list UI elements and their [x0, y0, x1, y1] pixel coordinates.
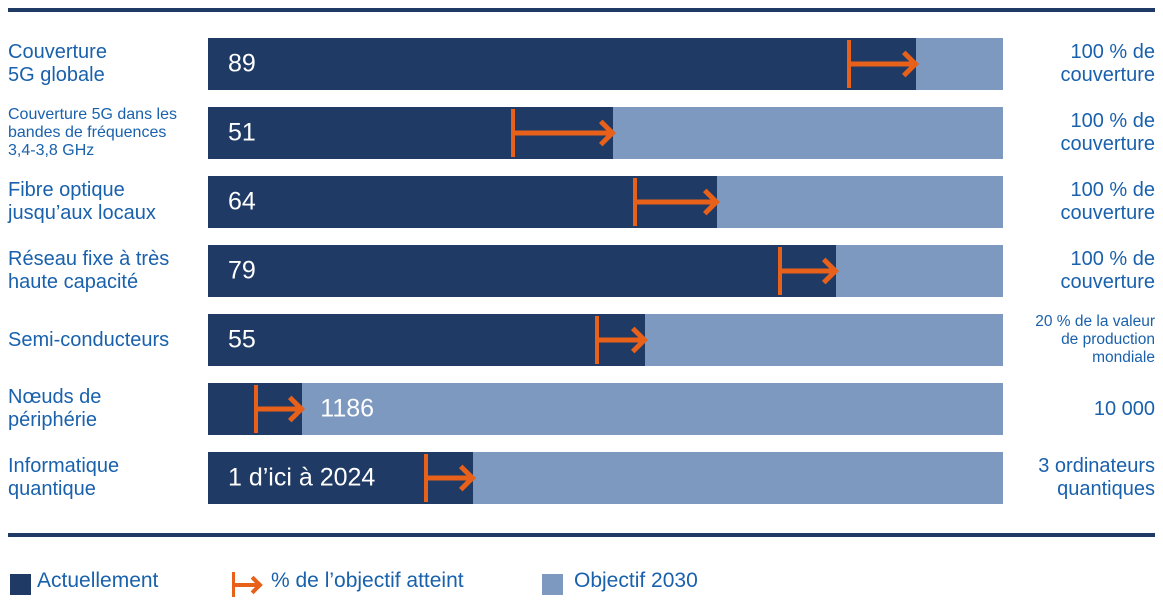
bar-value: 1186 — [320, 394, 375, 423]
objective-bar: 51 — [208, 107, 1003, 159]
bar-value: 89 — [228, 49, 256, 78]
progress-arrow-icon — [633, 176, 720, 228]
progress-arrow-icon — [595, 314, 649, 366]
legend-label-current: Actuellement — [37, 569, 159, 592]
bottom-divider — [8, 533, 1155, 537]
current-bar — [208, 314, 646, 366]
legend-progress-arrow-icon — [232, 571, 263, 598]
current-bar — [208, 38, 916, 90]
target-label: 20 % de la valeur de production mondiale — [1035, 313, 1155, 366]
legend: Actuellement % de l’objectif atteint Obj… — [0, 563, 1163, 599]
bar-value: 1 d’ici à 2024 — [228, 463, 376, 492]
bar-value: 51 — [228, 118, 256, 147]
target-label: 100 % de couverture — [1060, 110, 1156, 155]
chart-row-vhcn: Réseau fixe à très haute capacité 79 100… — [0, 245, 1163, 297]
progress-arrow-icon — [510, 107, 617, 159]
target-label: 3 ordinateurs quantiques — [1038, 455, 1155, 500]
chart-row-semiconductors: Semi-conducteurs 55 20 % de la valeur de… — [0, 313, 1163, 366]
current-bar — [208, 245, 837, 297]
chart-row-quantum: Informatique quantique 1 d’ici à 2024 3 … — [0, 452, 1163, 504]
objective-bar: 89 — [208, 38, 1003, 90]
objective-bar: 79 — [208, 245, 1003, 297]
progress-arrow-icon — [847, 38, 919, 90]
top-divider — [8, 8, 1155, 12]
bar-value: 55 — [228, 325, 256, 354]
progress-arrow-icon — [778, 245, 839, 297]
chart-row-5g-global: Couverture 5G globale 89 100 % de couver… — [0, 38, 1163, 90]
row-label: Informatique quantique — [8, 455, 120, 500]
target-label: 100 % de couverture — [1060, 248, 1156, 293]
row-label: Semi-conducteurs — [8, 328, 170, 351]
chart-row-5g-band: Couverture 5G dans les bandes de fréquen… — [0, 106, 1163, 159]
target-label: 100 % de couverture — [1060, 41, 1156, 86]
row-label: Nœuds de périphérie — [8, 386, 102, 431]
progress-arrow-icon — [424, 452, 476, 504]
legend-swatch-target — [542, 574, 563, 595]
bar-value: 64 — [228, 187, 256, 216]
objective-bar: 55 — [208, 314, 1003, 366]
target-label: 10 000 — [1093, 397, 1155, 420]
legend-swatch-current — [10, 574, 31, 595]
row-label: Couverture 5G dans les bandes de fréquen… — [8, 106, 177, 159]
row-label: Fibre optique jusqu’aux locaux — [8, 179, 156, 224]
objective-bar: 1186 — [208, 383, 1003, 435]
row-label: Réseau fixe à très haute capacité — [8, 248, 170, 293]
current-bar — [208, 176, 717, 228]
bar-value: 79 — [228, 256, 256, 285]
target-label: 100 % de couverture — [1060, 179, 1156, 224]
objective-bar: 1 d’ici à 2024 — [208, 452, 1003, 504]
chart-row-edge-nodes: Nœuds de périphérie 1186 10 000 — [0, 383, 1163, 435]
chart-row-fibre: Fibre optique jusqu’aux locaux 64 100 % … — [0, 176, 1163, 228]
legend-label-target: Objectif 2030 — [574, 569, 698, 592]
objective-bar: 64 — [208, 176, 1003, 228]
progress-arrow-icon — [254, 383, 306, 435]
row-label: Couverture 5G globale — [8, 41, 107, 86]
legend-label-arrow: % de l’objectif atteint — [271, 569, 464, 592]
